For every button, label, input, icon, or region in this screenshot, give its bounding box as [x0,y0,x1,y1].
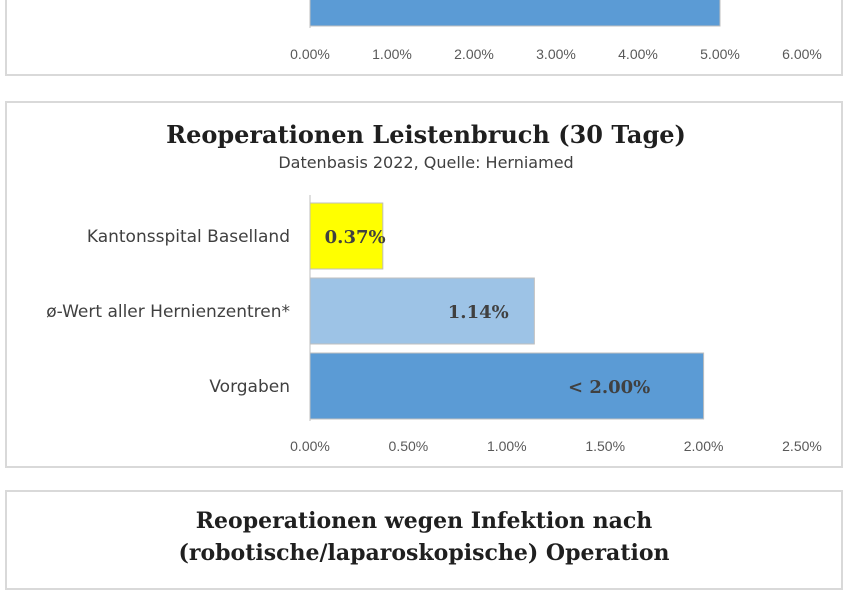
x-tick-label-6: 6.00% [782,46,822,62]
bar-0 [309,202,384,270]
x-tick-label-3: 3.00% [536,46,576,62]
x-tick-label-2: 2.00% [454,46,494,62]
data-label-1: 1.14% [448,302,509,323]
x-tick-label-4: 2.00% [684,438,724,454]
chart-panel-leistenbruch: Reoperationen Leistenbruch (30 Tage) Dat… [5,101,843,468]
chart-title: Reoperationen Leistenbruch (30 Tage) [166,120,686,149]
chart-panel-infektion: Reoperationen wegen Infektion nach (robo… [5,490,843,590]
bar-0 [309,0,721,27]
chart-subtitle: Datenbasis 2022, Quelle: Herniamed [278,153,573,172]
bar-2 [309,352,705,420]
x-tick-label-0: 0.00% [290,46,330,62]
data-label-0: < 5.00% [576,0,658,1]
chart-title-line-2: (robotische/laparoskopische) Operation [178,540,670,566]
x-tick-label-3: 1.50% [585,438,625,454]
data-label-2: < 2.00% [568,377,650,398]
chart-panel-vorgaben-5: Vorgaben< 5.00%0.00%1.00%2.00%3.00%4.00%… [5,0,843,76]
x-tick-label-5: 5.00% [700,46,740,62]
category-label-1: ø-Wert aller Hernienzentren* [46,302,290,322]
category-label-2: Vorgaben [209,377,290,397]
category-label-0: Kantonsspital Baselland [87,227,290,247]
x-tick-label-4: 4.00% [618,46,658,62]
chart-title-line-1: Reoperationen wegen Infektion nach [195,508,653,534]
bar-chart-top: Vorgaben< 5.00%0.00%1.00%2.00%3.00%4.00%… [290,0,822,62]
data-label-0: 0.37% [325,227,386,248]
x-tick-label-1: 0.50% [389,438,429,454]
bar-1 [309,277,535,345]
x-tick-label-0: 0.00% [290,438,330,454]
x-tick-label-2: 1.00% [487,438,527,454]
x-tick-label-1: 1.00% [372,46,412,62]
x-tick-label-5: 2.50% [782,438,822,454]
bar-chart-leistenbruch: Reoperationen Leistenbruch (30 Tage) Dat… [46,120,822,454]
